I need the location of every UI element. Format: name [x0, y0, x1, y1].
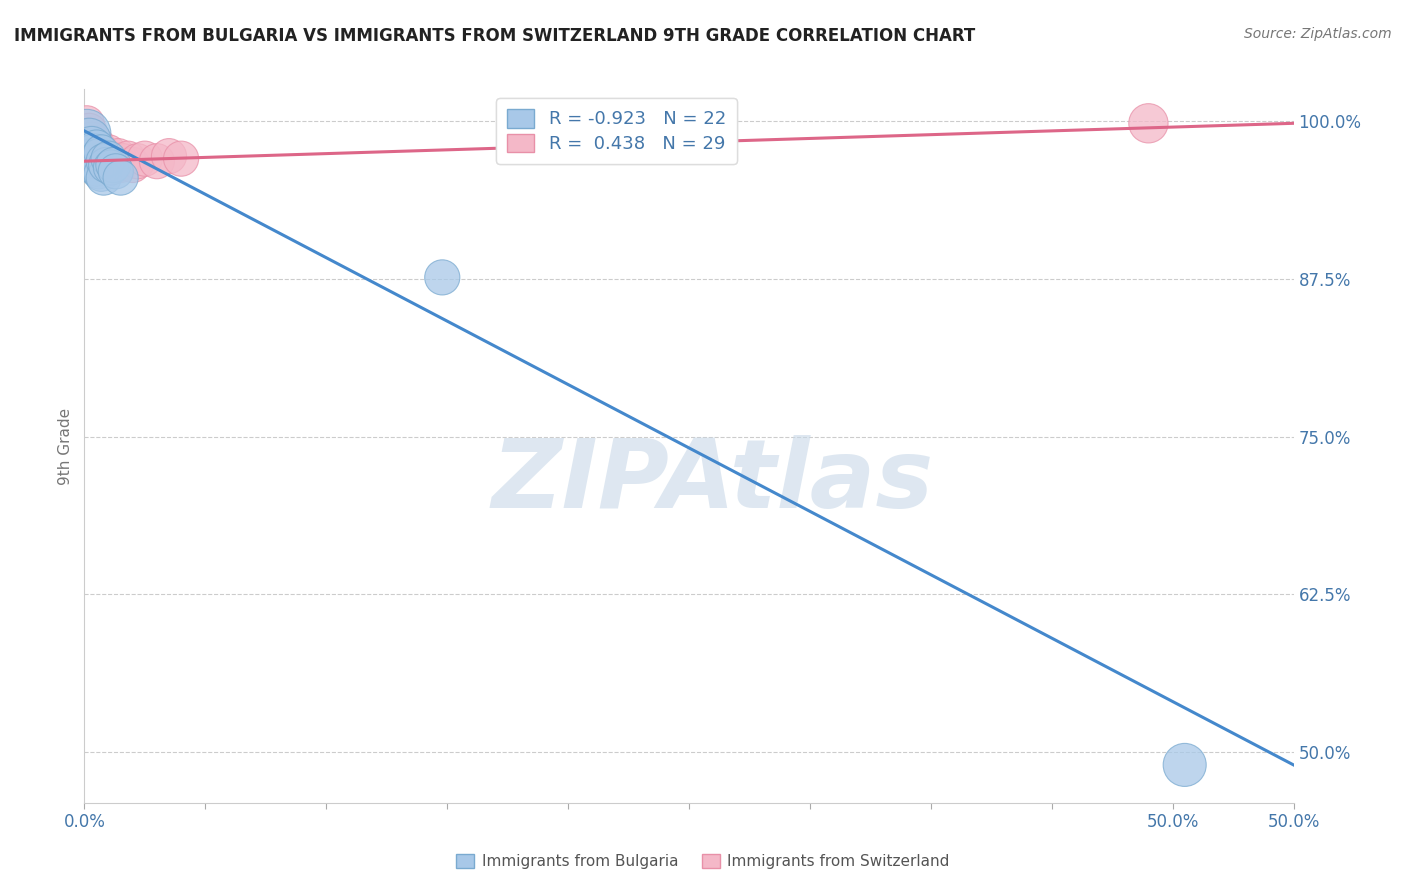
Point [90, 152, 112, 166]
Point [93, 149, 115, 163]
Point [77, 124, 100, 138]
Point [86, 149, 108, 163]
Point [83, 145, 105, 160]
Legend: R = -0.923   N = 22, R =  0.438   N = 29: R = -0.923 N = 22, R = 0.438 N = 29 [496, 98, 737, 164]
Point [87, 149, 110, 163]
Y-axis label: 9th Grade: 9th Grade [58, 408, 73, 484]
Point [77, 133, 100, 147]
Point [127, 154, 149, 169]
Point [134, 152, 156, 166]
Point [83, 154, 105, 169]
Point [76, 116, 98, 130]
Point [86, 136, 108, 151]
Point [157, 149, 180, 163]
Point [77, 128, 100, 143]
Point [103, 158, 125, 172]
Point [104, 154, 127, 169]
Point [90, 145, 112, 160]
Point [110, 158, 132, 172]
Point [112, 154, 135, 169]
Point [94, 154, 117, 169]
Point [80, 139, 103, 153]
Point [87, 164, 110, 178]
Text: IMMIGRANTS FROM BULGARIA VS IMMIGRANTS FROM SWITZERLAND 9TH GRADE CORRELATION CH: IMMIGRANTS FROM BULGARIA VS IMMIGRANTS F… [14, 27, 976, 45]
Point [1174, 758, 1197, 772]
Point [1137, 116, 1160, 130]
Point [90, 167, 112, 181]
Point [80, 133, 103, 147]
Point [83, 145, 105, 160]
Legend: Immigrants from Bulgaria, Immigrants from Switzerland: Immigrants from Bulgaria, Immigrants fro… [450, 848, 956, 875]
Point [100, 161, 122, 175]
Point [93, 154, 115, 169]
Point [86, 142, 108, 156]
Text: Source: ZipAtlas.com: Source: ZipAtlas.com [1244, 27, 1392, 41]
Point [80, 149, 103, 163]
Point [87, 142, 110, 156]
Point [93, 170, 115, 185]
Point [94, 158, 117, 172]
Point [86, 161, 108, 176]
Point [170, 152, 193, 166]
Point [121, 158, 143, 172]
Point [97, 152, 120, 166]
Point [100, 152, 122, 166]
Text: ZIPAtlas: ZIPAtlas [492, 435, 934, 528]
Point [110, 170, 132, 185]
Point [146, 154, 169, 169]
Point [107, 149, 129, 163]
Point [90, 145, 112, 160]
Point [117, 152, 139, 166]
Point [97, 145, 120, 160]
Point [76, 127, 98, 141]
Point [83, 139, 105, 153]
Point [432, 270, 454, 285]
Point [104, 164, 127, 178]
Point [103, 158, 125, 172]
Point [87, 154, 110, 169]
